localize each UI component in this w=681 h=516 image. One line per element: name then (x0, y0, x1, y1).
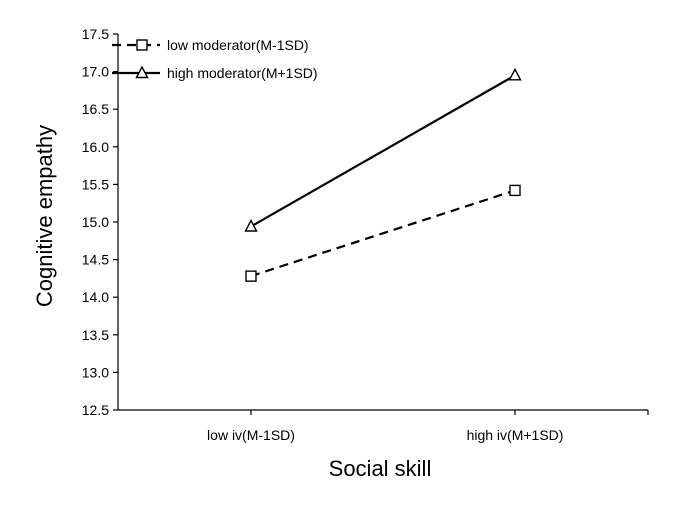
x-tick-label: high iv(M+1SD) (467, 427, 564, 443)
x-tick-label: low iv(M-1SD) (207, 427, 295, 443)
axes (117, 34, 648, 411)
y-tick-label: 15.5 (82, 176, 109, 192)
y-ticks: 12.5 13.0 13.5 14.0 14.5 15.0 15.5 16.0 16.5 17.0… (82, 26, 118, 418)
data-point (244, 219, 258, 232)
x-ticks: low iv(M-1SD) high iv(M+1SD) (207, 410, 649, 443)
legend-marker (136, 39, 148, 51)
y-tick-label: 17.0 (82, 64, 109, 80)
series-2 (244, 67, 522, 232)
legend-item: low moderator(M-1SD) (112, 37, 309, 53)
x-axis-title: Social skill (329, 456, 432, 481)
series-line (250, 74, 516, 228)
series-line (250, 189, 516, 278)
series-1 (245, 184, 521, 282)
data-point (245, 270, 257, 282)
y-tick-label: 16.0 (82, 139, 109, 155)
legend-label: high moderator(M+1SD) (167, 65, 318, 81)
y-tick-label: 13.5 (82, 327, 109, 343)
series-layer (244, 67, 522, 282)
data-point (509, 184, 521, 197)
y-tick-label: 12.5 (82, 402, 109, 418)
y-tick-label: 14.5 (82, 252, 109, 268)
y-tick-label: 16.5 (82, 101, 109, 117)
legend: low moderator(M-1SD) high moderator(M+1SD… (112, 37, 318, 81)
legend-label: low moderator(M-1SD) (167, 37, 309, 53)
legend-item: high moderator(M+1SD) (112, 65, 318, 81)
legend-marker (135, 65, 149, 79)
data-point (508, 67, 522, 81)
y-tick-label: 17.5 (82, 26, 109, 42)
y-tick-label: 15.0 (82, 214, 109, 230)
y-tick-label: 13.0 (82, 364, 109, 380)
y-tick-label: 14.0 (82, 289, 109, 305)
y-axis-title: Cognitive empathy (32, 125, 57, 307)
